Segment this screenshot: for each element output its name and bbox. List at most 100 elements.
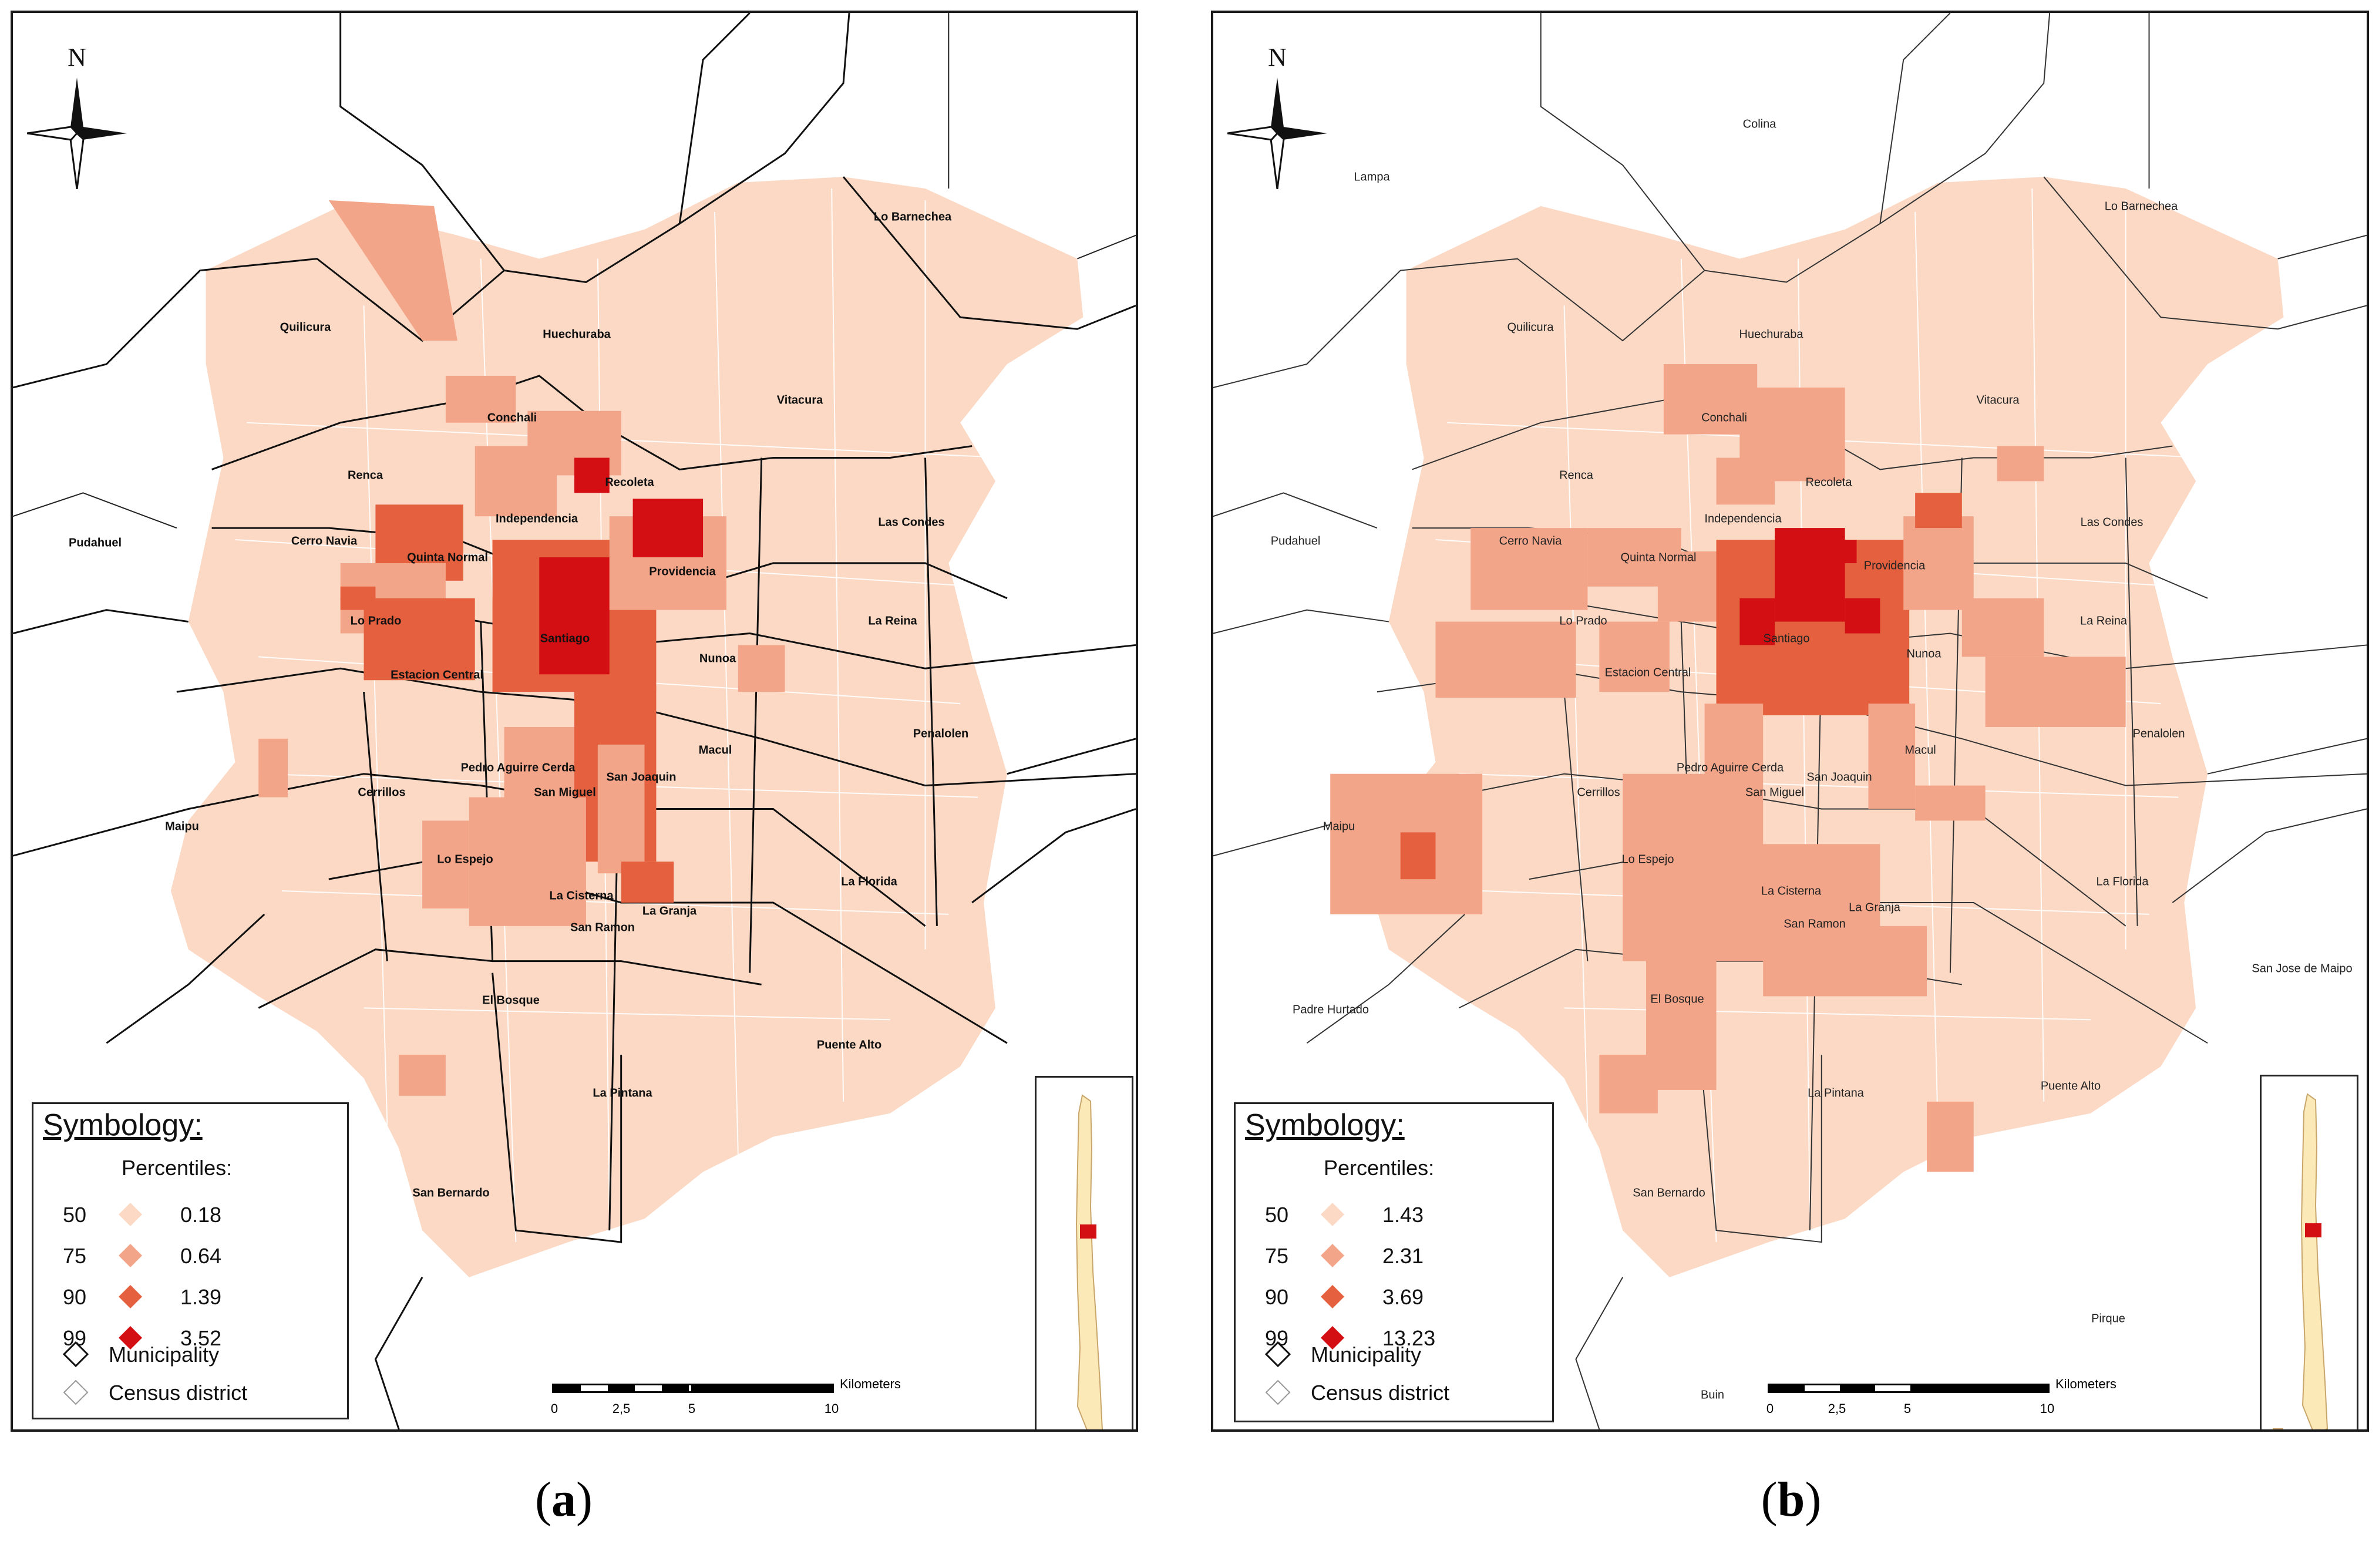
place-label: Las Condes [878,516,945,529]
place-label: Providencia [649,565,716,578]
place-label: Pudahuel [68,536,122,550]
legend-row: 75 0.64 [63,1239,333,1274]
legend-swatch-icon [1321,1326,1344,1350]
place-label: Providencia [1863,559,1926,573]
place-label: La Florida [841,875,897,889]
place-label: La Cisterna [1761,884,1822,898]
place-label: San Joaquin [606,770,677,784]
scale-tick: 10 [2040,1401,2055,1416]
place-label: Cerrillos [358,786,406,799]
legend-percentile: 75 [1265,1244,1289,1268]
place-label: Estacion Central [391,668,483,682]
place-label: Macul [1904,743,1936,757]
place-label: Recoleta [605,476,654,489]
legend-subtitle: Percentiles: [1324,1156,1435,1180]
place-label: San Bernardo [1633,1186,1705,1200]
place-label: La Cisterna [549,889,614,903]
place-label: Maipu [165,820,199,833]
legend-a: Symbology: Percentiles: 50 0.18 75 0.64 … [32,1102,349,1419]
place-label: Cerro Navia [291,534,358,548]
place-label: Puente Alto [2040,1079,2101,1093]
legend-row: 90 1.39 [63,1280,333,1315]
place-label: Quilicura [1507,321,1554,334]
place-label: Recoleta [1805,476,1852,489]
legend-b: Symbology: Percentiles: 50 1.43 75 2.31 … [1234,1102,1554,1422]
municipality-swatch-icon [63,1341,89,1367]
map-a-canvas [13,13,1136,1429]
place-label: Estacion Central [1604,666,1691,679]
cluster-75-north-a [328,200,457,341]
place-label: San Ramon [1784,917,1846,931]
legend-swatch-icon [119,1244,142,1267]
legend-value: 3.52 [180,1326,222,1350]
place-label: Vitacura [1976,393,2020,407]
place-label: El Bosque [1650,992,1704,1006]
place-label: San Bernardo [412,1186,490,1200]
scale-tick: 10 [824,1401,839,1416]
legend-census: Census district [1265,1377,1547,1409]
north-arrow-b: N [1227,42,1327,201]
place-label: Vitacura [776,393,823,407]
place-label: Independencia [1704,512,1782,526]
caption-b: (b) [1761,1472,1822,1527]
place-label: Penalolen [2132,727,2185,741]
urban-area-b [1371,177,2284,1277]
map-b-canvas [1213,13,2367,1429]
place-label: Conchali [1701,411,1747,425]
place-label: Quinta Normal [1620,551,1697,564]
legend-title: Symbology: [1245,1108,1405,1142]
legend-swatch-icon [1321,1203,1344,1226]
compass-rose-icon [27,78,127,189]
census-label: Census district [109,1381,248,1405]
municipality-swatch-icon [1265,1341,1291,1367]
scale-bar-graphic [1768,1384,2050,1393]
legend-value: 13.23 [1382,1326,1436,1350]
caption-a: (a) [535,1472,593,1527]
compass-rose-icon [1227,78,1327,189]
north-arrow-a: N [27,42,127,201]
place-label: Renca [1559,469,1593,482]
scale-tick: 2,5 [612,1401,631,1416]
place-label: Huechuraba [543,328,611,341]
place-label: Buin [1700,1388,1725,1402]
place-label: Huechuraba [1739,328,1803,341]
legend-title: Symbology: [43,1108,203,1142]
legend-swatch-icon [119,1203,142,1226]
place-label: San Jose de Maipo [2252,962,2353,975]
place-label: Nunoa [1906,647,1941,661]
scale-unit: Kilometers [2055,1377,2116,1391]
place-label: Cerro Navia [1499,534,1562,548]
north-label: N [68,43,86,72]
place-label: Santiago [1763,632,1810,645]
municipality-label: Municipality [109,1342,220,1367]
place-label: Cerrillos [1577,786,1620,799]
legend-value: 0.18 [180,1203,222,1227]
map-panel-b: N Colina Lampa Lo Barnechea Quilicura Hu… [1211,11,2369,1432]
place-label: Conchali [487,411,537,425]
census-label: Census district [1311,1381,1450,1405]
place-label: Las Condes [2080,516,2144,529]
place-label: San Joaquin [1806,770,1872,784]
scale-tick: 0 [550,1401,558,1416]
legend-swatch-icon [119,1326,142,1350]
place-label: Penalolen [913,727,969,741]
place-label: La Granja [642,904,697,918]
place-label: Lo Espejo [437,853,493,866]
place-label: La Reina [2079,614,2128,628]
legend-percentile: 90 [1265,1285,1289,1309]
place-label: Lo Barnechea [873,210,952,224]
chile-inset-icon [2273,1093,2328,1429]
place-label: San Ramon [570,921,635,934]
legend-municipality: Municipality [63,1339,345,1371]
legend-swatch-icon [1321,1244,1344,1267]
legend-swatch-icon [1321,1285,1344,1308]
inset-map-b [2260,1075,2358,1429]
scale-tick: 0 [1766,1401,1774,1416]
place-label: Maipu [1323,820,1355,833]
legend-row: 99 13.23 [1265,1321,1535,1357]
place-label: La Reina [868,614,917,628]
place-label: La Pintana [1808,1086,1864,1100]
place-label: Puente Alto [816,1038,882,1052]
place-label: La Granja [1849,901,1900,914]
north-label: N [1268,43,1287,72]
